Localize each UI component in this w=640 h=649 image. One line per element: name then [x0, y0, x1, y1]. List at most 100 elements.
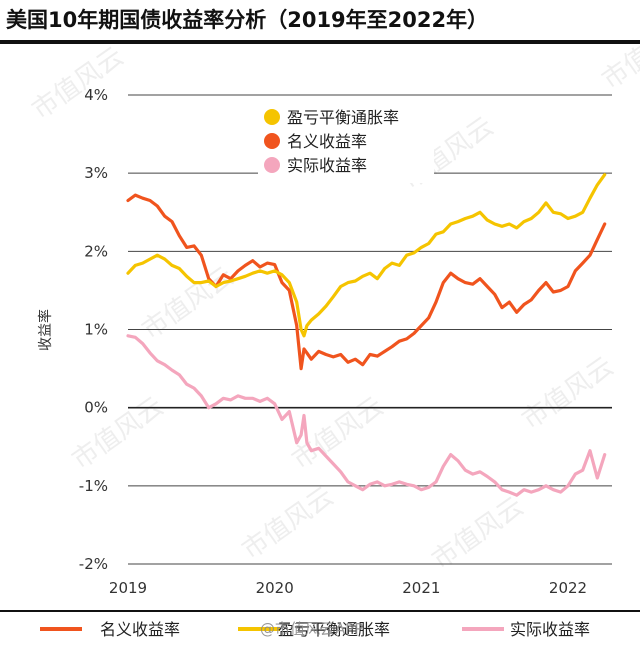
- data-point: [581, 211, 584, 214]
- data-point: [471, 283, 474, 286]
- legend-marker: [264, 157, 280, 173]
- data-point: [552, 488, 555, 491]
- data-point: [200, 254, 203, 257]
- data-point: [295, 301, 298, 303]
- data-point: [185, 383, 188, 386]
- data-point: [420, 488, 423, 491]
- data-point: [251, 259, 254, 262]
- data-point: [156, 359, 159, 362]
- data-point: [303, 414, 305, 417]
- data-point: [237, 270, 239, 272]
- data-point: [215, 402, 217, 405]
- data-point: [523, 220, 525, 223]
- data-point: [303, 334, 305, 337]
- data-point: [310, 319, 313, 321]
- data-point: [244, 264, 247, 267]
- data-point: [574, 215, 577, 218]
- data-point: [325, 305, 327, 307]
- data-point: [457, 459, 459, 462]
- data-point: [596, 477, 599, 479]
- data-point: [317, 350, 320, 353]
- data-point: [259, 400, 261, 403]
- data-point: [420, 246, 423, 249]
- data-point: [479, 277, 481, 280]
- data-point: [127, 272, 129, 275]
- data-point: [127, 199, 129, 202]
- data-point: [288, 289, 291, 292]
- data-point: [427, 486, 430, 489]
- data-point: [383, 350, 386, 353]
- data-point: [523, 303, 525, 306]
- data-point: [300, 434, 302, 436]
- series-layer: [126, 173, 607, 497]
- data-point: [149, 352, 151, 354]
- data-point: [493, 223, 496, 225]
- data-point: [383, 484, 386, 487]
- data-point: [486, 475, 489, 478]
- data-point: [127, 334, 129, 337]
- data-point: [545, 202, 547, 204]
- data-point: [530, 491, 533, 493]
- data-point: [347, 481, 349, 483]
- data-point: [229, 280, 232, 282]
- data-point: [185, 246, 188, 249]
- x-tick-label: 2021: [402, 579, 440, 597]
- legend-label: 盈亏平衡通胀率: [287, 108, 399, 127]
- data-point: [141, 342, 144, 345]
- data-point: [515, 311, 518, 314]
- data-point: [559, 289, 562, 292]
- data-point: [405, 338, 408, 340]
- weibo-watermark: @市值风云APP: [260, 620, 363, 638]
- title-underline: [0, 40, 640, 44]
- data-point: [603, 173, 606, 176]
- data-point: [332, 295, 335, 298]
- y-tick-labels: 4% 3% 2% 1% 0% -1% -2%: [79, 86, 108, 573]
- data-point: [193, 281, 195, 284]
- data-point: [435, 481, 437, 483]
- data-point: [332, 356, 335, 358]
- series-line: [126, 173, 607, 338]
- data-point: [537, 211, 540, 214]
- data-point: [163, 258, 166, 260]
- data-point: [207, 277, 210, 280]
- data-point: [537, 289, 540, 292]
- data-point: [215, 285, 217, 288]
- data-point: [435, 301, 437, 303]
- data-point: [545, 484, 547, 487]
- data-point: [369, 483, 371, 486]
- legend-label: 实际收益率: [510, 620, 590, 639]
- data-point: [325, 455, 327, 457]
- data-point: [266, 397, 269, 400]
- data-point: [273, 402, 276, 405]
- data-point: [501, 488, 503, 491]
- data-point: [479, 470, 481, 473]
- data-point: [141, 197, 144, 200]
- y-tick-label: 2%: [84, 242, 108, 260]
- y-tick-label: -1%: [79, 477, 108, 495]
- data-point: [552, 291, 555, 293]
- data-point: [229, 277, 232, 280]
- x-tick-label: 2022: [549, 579, 587, 597]
- data-point: [442, 230, 445, 233]
- legend-label: 盈亏平衡通胀率: [278, 620, 390, 639]
- data-point: [295, 441, 298, 444]
- data-point: [141, 262, 144, 264]
- data-point: [332, 463, 335, 465]
- watermark-text: 市值风云: [237, 481, 339, 565]
- data-point: [266, 262, 269, 264]
- data-point: [398, 340, 401, 343]
- data-point: [596, 184, 599, 186]
- data-point: [251, 397, 254, 400]
- data-point: [435, 233, 437, 236]
- data-point: [251, 272, 254, 275]
- legend-divider: [0, 610, 640, 612]
- data-point: [369, 272, 371, 275]
- data-point: [156, 254, 159, 257]
- data-point: [508, 301, 511, 303]
- data-point: [369, 353, 371, 356]
- data-point: [515, 494, 518, 497]
- data-point: [391, 262, 393, 264]
- watermark-text: 市值风云: [517, 351, 619, 435]
